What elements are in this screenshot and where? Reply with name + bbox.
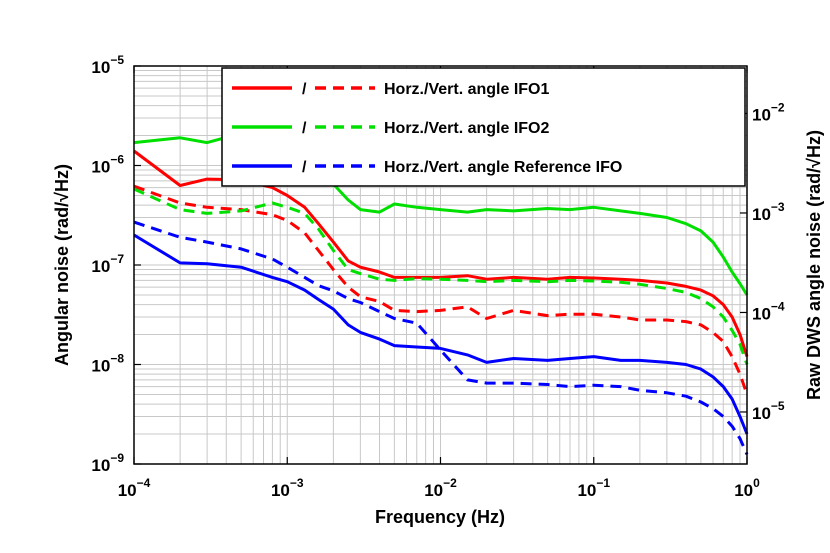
y2-tick-label: 10−3 [752, 200, 785, 224]
legend-entry-reference-ifo: / Horz./Vert. angle Reference IFO [232, 159, 622, 176]
series-line-0 [133, 149, 749, 358]
x-tick-label: 10−4 [118, 476, 151, 500]
legend-entry-ifo1: / Horz./Vert. angle IFO1 [232, 81, 549, 98]
legend-box [221, 67, 746, 187]
legend-label-reference-ifo: Horz./Vert. angle Reference IFO [384, 159, 622, 176]
y-axis-label: Angular noise (rad/√Hz) [52, 164, 72, 366]
legend-separator-reference-ifo: / [302, 159, 307, 176]
x-tick-label: 100 [734, 476, 760, 500]
legend-separator-ifo2: / [302, 120, 307, 137]
x-tick-label: 10−2 [424, 476, 457, 500]
x-tick-label: 10−3 [271, 476, 304, 500]
y-tick-labels: 10−9 10−8 10−7 10−6 10−5 [91, 53, 124, 475]
legend-label-ifo1: Horz./Vert. angle IFO1 [384, 81, 549, 98]
y2-tick-labels: 10−5 10−4 10−3 10−2 [752, 100, 785, 423]
y2-tick-label: 10−4 [752, 299, 785, 323]
y-tick-label: 10−6 [91, 153, 124, 177]
series-line-4 [133, 233, 749, 435]
series-line-5 [133, 220, 749, 456]
series-lines [133, 128, 749, 456]
legend-label-ifo2: Horz./Vert. angle IFO2 [384, 120, 549, 137]
y-tick-label: 10−5 [91, 53, 124, 77]
y-tick-label: 10−7 [91, 252, 124, 276]
legend-separator-ifo1: / [302, 81, 307, 98]
y2-tick-label: 10−2 [752, 100, 785, 124]
y-tick-label: 10−9 [91, 451, 124, 475]
y2-tick-label: 10−5 [752, 399, 785, 423]
legend: / Horz./Vert. angle IFO1 / Horz./Vert. a… [221, 67, 746, 187]
x-tick-labels: 10−4 10−3 10−2 10−1 100 [118, 476, 760, 500]
y-tick-label: 10−8 [91, 352, 124, 376]
series-line-3 [133, 187, 749, 365]
y2-axis-label: Raw DWS angle noise (rad/√Hz) [804, 130, 824, 400]
x-tick-label: 10−1 [577, 476, 610, 500]
x-axis-label: Frequency (Hz) [375, 507, 505, 527]
legend-entry-ifo2: / Horz./Vert. angle IFO2 [232, 120, 549, 137]
series-line-1 [133, 184, 749, 395]
